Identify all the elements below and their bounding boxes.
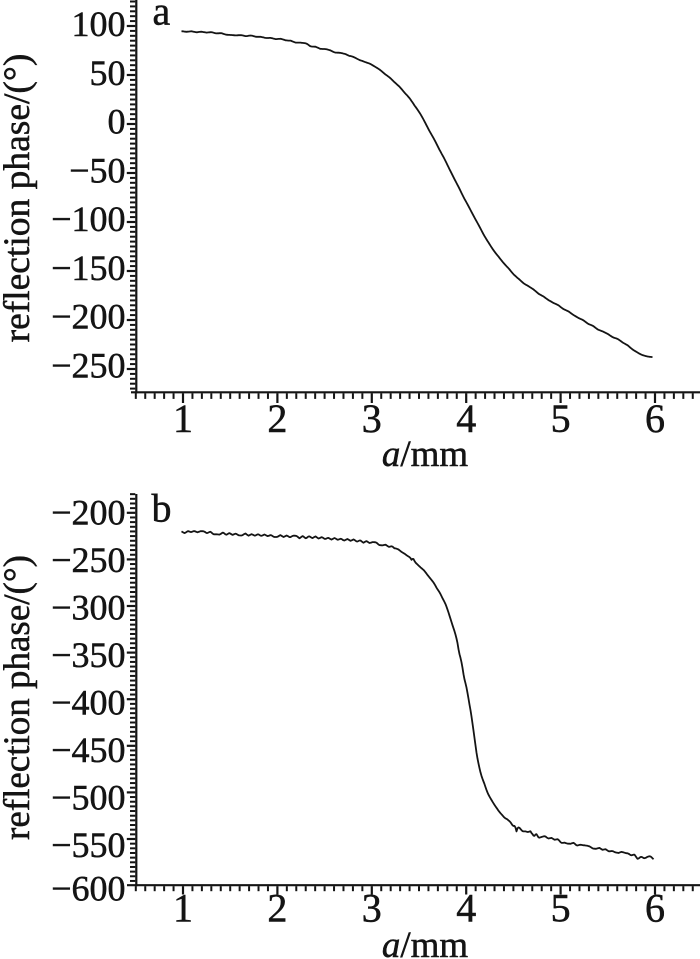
svg-text:−300: −300	[51, 587, 125, 627]
svg-text:reflection phase/(°): reflection phase/(°)	[0, 54, 38, 343]
svg-text:3: 3	[362, 886, 382, 931]
svg-text:−250: −250	[51, 540, 125, 580]
svg-text:3: 3	[362, 396, 382, 441]
svg-text:−450: −450	[51, 730, 125, 770]
svg-text:4: 4	[456, 396, 476, 441]
svg-text:2: 2	[267, 396, 287, 441]
svg-text:2: 2	[267, 886, 287, 931]
svg-text:5: 5	[551, 396, 571, 441]
svg-text:100: 100	[72, 4, 126, 44]
svg-text:−100: −100	[51, 199, 125, 239]
svg-text:a/mm: a/mm	[382, 434, 469, 475]
svg-text:50: 50	[90, 53, 126, 93]
svg-text:a: a	[153, 0, 171, 34]
svg-text:−600: −600	[51, 868, 125, 908]
svg-text:−550: −550	[51, 825, 125, 865]
svg-text:4: 4	[456, 886, 476, 931]
svg-text:0: 0	[108, 102, 126, 142]
svg-text:−500: −500	[51, 777, 125, 817]
svg-text:a/mm: a/mm	[382, 925, 469, 959]
svg-text:−150: −150	[51, 248, 125, 288]
svg-text:b: b	[152, 486, 172, 531]
svg-text:−350: −350	[51, 635, 125, 675]
svg-text:6: 6	[645, 886, 665, 931]
svg-text:−200: −200	[51, 492, 125, 532]
svg-text:−400: −400	[51, 682, 125, 722]
svg-text:reflection phase/(°): reflection phase/(°)	[0, 555, 38, 840]
svg-text:−50: −50	[69, 150, 125, 190]
svg-text:−250: −250	[51, 345, 125, 385]
svg-text:1: 1	[173, 886, 193, 931]
svg-text:5: 5	[551, 886, 571, 931]
svg-text:−200: −200	[51, 297, 125, 337]
svg-text:1: 1	[173, 396, 193, 441]
svg-text:6: 6	[645, 396, 665, 441]
